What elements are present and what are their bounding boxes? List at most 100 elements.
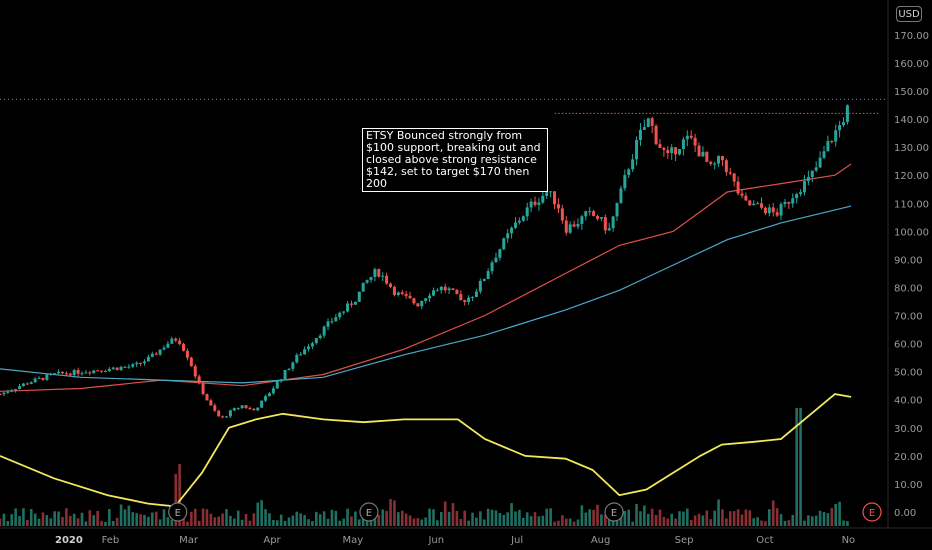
- volume-bar: [455, 510, 459, 526]
- volume-bar: [260, 500, 263, 526]
- candle-body: [228, 410, 232, 417]
- volume-bar: [557, 520, 560, 526]
- volume-bar: [225, 509, 228, 526]
- candle-body: [545, 192, 549, 196]
- earnings-marker[interactable]: E: [168, 502, 188, 522]
- volume-bar: [49, 518, 53, 526]
- earnings-label: E: [366, 508, 372, 519]
- candle-body: [303, 349, 307, 355]
- candle-body: [310, 343, 314, 347]
- volume-bar: [104, 521, 107, 526]
- candle-body: [154, 353, 158, 355]
- candle-body: [830, 141, 834, 143]
- volume-bar: [643, 505, 646, 526]
- candle-body: [14, 389, 18, 391]
- candle-body: [252, 408, 256, 411]
- candle-body: [283, 370, 287, 380]
- candle-body: [826, 141, 830, 152]
- candle-body: [463, 300, 467, 303]
- candle-body: [2, 392, 6, 395]
- volume-bar: [381, 509, 385, 526]
- volume-bar: [287, 517, 291, 526]
- candle-body: [174, 338, 178, 341]
- candle-body: [162, 347, 166, 350]
- chart-annotation[interactable]: ETSY Bounced strongly from $100 support,…: [362, 128, 548, 192]
- earnings-marker[interactable]: E: [862, 502, 882, 522]
- volume-bar: [26, 519, 29, 526]
- candle-body: [685, 135, 689, 140]
- volume-bar: [361, 518, 365, 526]
- volume-bar: [486, 508, 490, 526]
- volume-bar: [115, 517, 119, 526]
- price-tick-label: 120.00: [894, 171, 929, 182]
- time-tick-label: 2020: [55, 535, 83, 546]
- volume-bar: [240, 519, 244, 526]
- volume-bar: [650, 508, 654, 526]
- candle-body: [818, 157, 822, 168]
- candle-body: [322, 326, 326, 336]
- volume-bar: [197, 520, 201, 526]
- volume-bar: [740, 514, 744, 526]
- candle-body: [623, 175, 627, 189]
- earnings-marker[interactable]: E: [359, 502, 379, 522]
- candle-body: [400, 292, 404, 294]
- candle-body: [779, 204, 783, 216]
- candle-body: [795, 194, 799, 199]
- volume-bar: [193, 508, 197, 526]
- currency-selector[interactable]: USD: [896, 6, 922, 22]
- candle-body: [705, 151, 709, 162]
- candle-body: [478, 280, 482, 292]
- volume-bar: [18, 516, 21, 526]
- volume-bar: [537, 516, 541, 526]
- candle-body: [330, 321, 334, 323]
- candle-body: [318, 335, 322, 339]
- volume-bar: [518, 509, 521, 526]
- earnings-marker[interactable]: E: [604, 502, 624, 522]
- candle-body: [607, 228, 611, 231]
- candle-body: [185, 350, 189, 358]
- volume-bar: [580, 505, 584, 526]
- candle-body: [701, 151, 705, 157]
- candle-body: [756, 203, 760, 205]
- candle-body: [416, 303, 420, 307]
- volume-bar: [37, 518, 41, 526]
- volume-bar: [709, 519, 713, 526]
- price-tick-label: 140.00: [894, 115, 929, 126]
- volume-bar: [108, 508, 111, 526]
- volume-bar: [498, 513, 502, 526]
- candle-body: [471, 296, 475, 298]
- candle-body: [842, 122, 846, 126]
- price-tick-label: 60.00: [894, 340, 923, 351]
- time-tick-label: Apr: [263, 535, 281, 546]
- volume-bar: [342, 518, 345, 526]
- volume-bars: [0, 408, 849, 526]
- candle-body: [709, 161, 713, 164]
- volume-bar: [295, 511, 299, 526]
- candle-body: [389, 283, 393, 287]
- volume-bar: [244, 514, 248, 526]
- candle-body: [396, 292, 400, 295]
- volume-bar: [604, 514, 607, 526]
- candle-body: [349, 303, 353, 305]
- candle-body: [662, 147, 666, 150]
- candle-body: [638, 129, 642, 140]
- volume-bar: [6, 520, 10, 526]
- candle-body: [560, 208, 564, 221]
- candle-body: [84, 372, 88, 374]
- candle-body: [338, 312, 342, 318]
- candle-body: [646, 118, 650, 128]
- volume-bar: [682, 511, 685, 526]
- volume-bar: [275, 520, 279, 526]
- candle-body: [549, 191, 553, 193]
- volume-bar: [787, 520, 791, 526]
- indicator-line: [0, 205, 852, 384]
- price-axis: 170.00 160.00 150.00 140.00 130.00 120.00 110.…: [894, 31, 929, 519]
- indicator-line: [0, 163, 852, 392]
- price-tick-label: 110.00: [894, 199, 929, 210]
- time-tick-label: Oct: [756, 535, 773, 546]
- candle-body: [232, 408, 236, 411]
- candle-body: [209, 400, 213, 406]
- candle-body: [732, 173, 736, 182]
- candle-body: [666, 149, 670, 154]
